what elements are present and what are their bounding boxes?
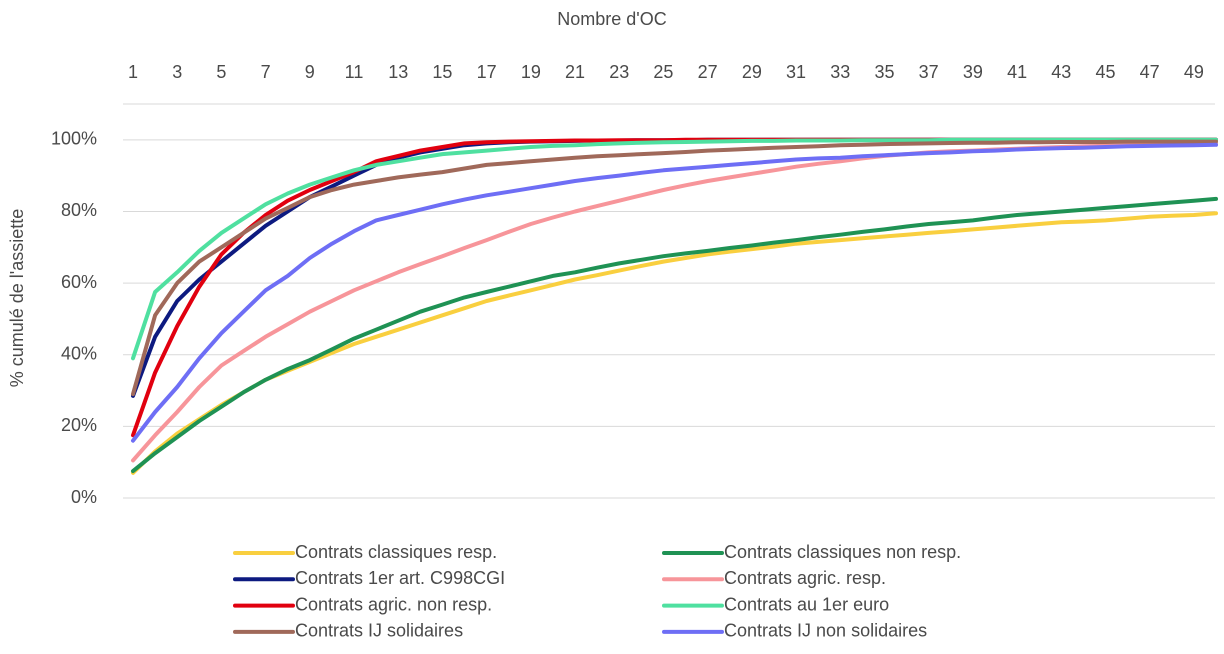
x-tick-label: 35	[874, 62, 894, 82]
x-tick-label: 11	[345, 62, 364, 82]
x-tick-label: 47	[1140, 62, 1160, 82]
y-tick-label: 40%	[61, 343, 97, 363]
x-axis-title: Nombre d'OC	[557, 9, 666, 29]
series-line	[131, 137, 1218, 361]
x-tick-label: 1	[128, 62, 138, 82]
series-line	[131, 137, 1218, 438]
x-tick-label: 21	[565, 62, 585, 82]
x-tick-label: 25	[653, 62, 673, 82]
y-tick-label: 60%	[61, 272, 97, 292]
x-tick-label: 7	[261, 62, 271, 82]
x-tick-label: 13	[388, 62, 408, 82]
x-tick-label: 15	[432, 62, 452, 82]
x-tick-label: 31	[786, 62, 806, 82]
x-tick-label: 5	[216, 62, 226, 82]
legend-label: Contrats agric. resp.	[724, 568, 886, 588]
x-tick-label: 27	[698, 62, 718, 82]
x-tick-label: 41	[1007, 62, 1027, 82]
series-line	[131, 211, 1218, 475]
legend-label: Contrats IJ solidaires	[295, 621, 463, 641]
series-line	[131, 196, 1218, 474]
legend-label: Contrats 1er art. C998CGI	[295, 568, 505, 588]
legend-label: Contrats agric. non resp.	[295, 594, 492, 614]
x-tick-label: 17	[477, 62, 497, 82]
legend-label: Contrats au 1er euro	[724, 594, 889, 614]
y-axis-title: % cumulé de l'assiette	[7, 209, 27, 388]
x-tick-label: 33	[830, 62, 850, 82]
x-tick-label: 23	[609, 62, 629, 82]
x-tick-label: 45	[1095, 62, 1115, 82]
legend-label: Contrats classiques non resp.	[724, 542, 961, 562]
x-tick-label: 39	[963, 62, 983, 82]
legend-label: Contrats IJ non solidaires	[724, 621, 927, 641]
x-tick-label: 49	[1184, 62, 1204, 82]
y-tick-label: 20%	[61, 415, 97, 435]
x-tick-label: 37	[919, 62, 939, 82]
series-line	[131, 142, 1218, 443]
series-line	[131, 139, 1218, 397]
x-tick-label: 29	[742, 62, 762, 82]
x-tick-label: 3	[172, 62, 182, 82]
x-tick-label: 19	[521, 62, 541, 82]
legend-label: Contrats classiques resp.	[295, 542, 497, 562]
y-tick-label: 80%	[61, 200, 97, 220]
y-tick-label: 0%	[71, 487, 97, 507]
y-tick-label: 100%	[51, 129, 97, 149]
x-tick-label: 9	[305, 62, 315, 82]
x-tick-label: 43	[1051, 62, 1071, 82]
